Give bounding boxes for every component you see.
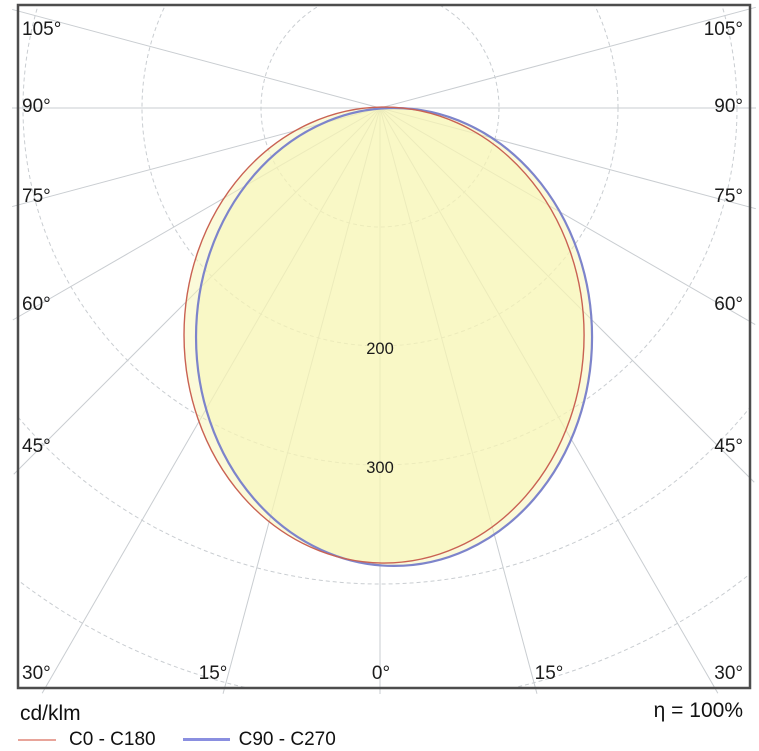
chart-border xyxy=(16,3,752,690)
angle-label-right-75°: 75° xyxy=(714,186,743,207)
grid-ray--105 xyxy=(12,8,381,109)
efficiency-label: η = 100% xyxy=(653,699,743,722)
angle-label-left-60°: 60° xyxy=(22,294,51,315)
radius-label-300: 300 xyxy=(366,459,394,477)
angle-label-bottom-2: 15° xyxy=(535,663,564,684)
legend-line-c0-c180 xyxy=(18,738,56,741)
legend-label-c90-c270: C90 - C270 xyxy=(238,728,336,750)
angle-label-left-90°: 90° xyxy=(22,96,51,117)
angle-label-left-30°: 30° xyxy=(22,663,51,684)
grid-circle-100 xyxy=(260,5,500,228)
angle-label-bottom-0: 15° xyxy=(199,663,228,684)
legend: C0 - C180 C90 - C270 xyxy=(18,729,336,750)
angle-label-right-30°: 30° xyxy=(714,663,743,684)
angle-label-right-90°: 90° xyxy=(714,96,743,117)
angle-label-right-60°: 60° xyxy=(714,294,743,315)
angle-label-left-75°: 75° xyxy=(22,186,51,207)
curve-fill-c90-c270 xyxy=(196,108,593,566)
angle-label-right-105°: 105° xyxy=(704,19,743,40)
legend-label-c0-c180: C0 - C180 xyxy=(69,728,156,750)
legend-line-c90-c270 xyxy=(182,738,230,741)
angle-label-left-45°: 45° xyxy=(22,436,51,457)
angle-label-left-105°: 105° xyxy=(22,19,61,40)
units-label: cd/klm xyxy=(20,702,81,725)
angle-label-right-45°: 45° xyxy=(714,436,743,457)
angle-label-bottom-1: 0° xyxy=(372,663,390,684)
radius-label-200: 200 xyxy=(366,340,394,358)
grid-ray-105 xyxy=(379,6,756,109)
intensity-curve-c0-c180 xyxy=(183,106,585,564)
